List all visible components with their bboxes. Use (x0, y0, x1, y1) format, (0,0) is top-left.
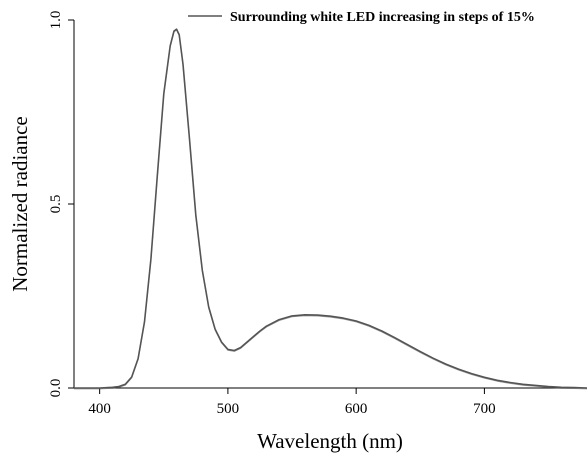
y-tick-label: 1.0 (48, 11, 64, 30)
y-ticks: 0.0 0.5 1.0 (48, 11, 74, 398)
legend: Surrounding white LED increasing in step… (188, 10, 535, 25)
x-tick-label: 700 (473, 401, 496, 417)
series-line-overlay (74, 29, 587, 390)
series-line (74, 28, 587, 389)
x-ticks: 400 500 600 700 (88, 388, 496, 417)
y-axis-label: Normalized radiance (8, 116, 32, 292)
x-tick-label: 500 (217, 401, 240, 417)
legend-label: Surrounding white LED increasing in step… (230, 10, 535, 25)
series-layer (74, 28, 587, 390)
x-axis-label: Wavelength (nm) (257, 429, 403, 453)
y-tick-label: 0.5 (48, 195, 64, 214)
x-tick-label: 600 (345, 401, 368, 417)
axes (73, 20, 587, 389)
x-tick-label: 400 (88, 401, 111, 417)
y-tick-label: 0.0 (48, 379, 64, 398)
